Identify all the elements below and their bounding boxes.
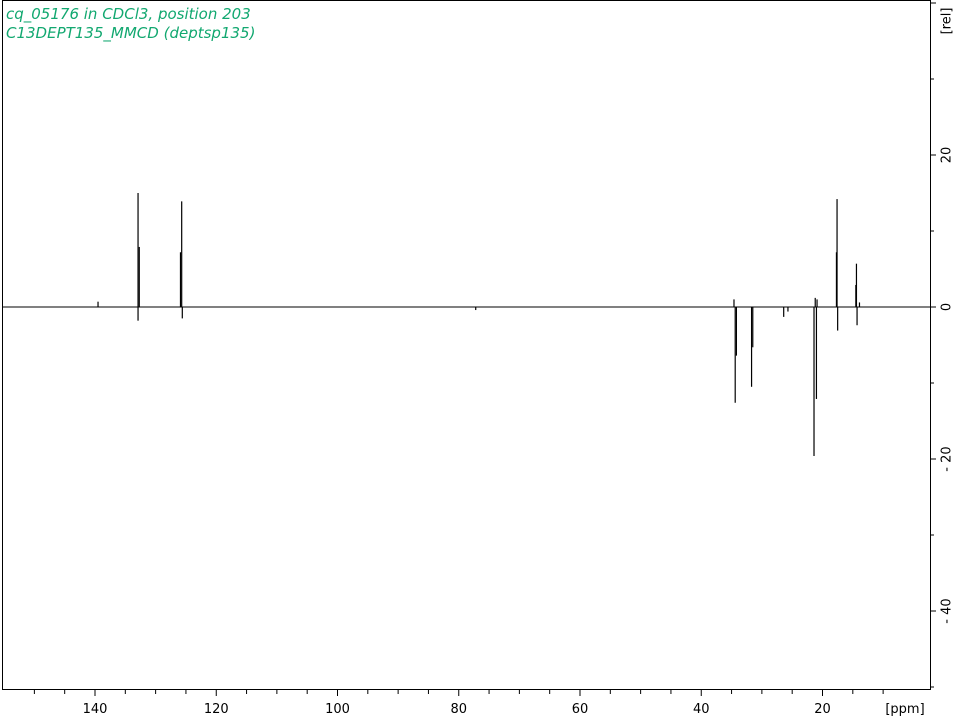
y-tick-label: - 40 — [940, 598, 955, 623]
x-tick-label: 60 — [572, 702, 589, 717]
y-tick-label: 0 — [940, 303, 955, 311]
y-axis: 20 0 - 20 - 40 [rel] — [930, 2, 955, 688]
x-axis: 140 120 100 80 60 40 20 [ppm] — [33, 690, 925, 717]
plot-frame — [2, 0, 931, 690]
x-tick-label: 140 — [83, 702, 108, 717]
y-axis-label: [rel] — [940, 8, 955, 35]
spectrum-trace — [3, 193, 930, 456]
spectrum-title: cq_05176 in CDCl3, position 203 — [6, 5, 251, 23]
y-tick-label: - 20 — [940, 446, 955, 471]
x-tick-label: 40 — [693, 702, 710, 717]
x-tick-label: 80 — [450, 702, 467, 717]
x-tick-label: 100 — [325, 702, 350, 717]
y-tick-label: 20 — [940, 147, 955, 164]
x-tick-label: 20 — [814, 702, 831, 717]
x-axis-label: [ppm] — [885, 702, 924, 717]
x-tick-label: 120 — [204, 702, 229, 717]
experiment-subtitle: C13DEPT135_MMCD (deptsp135) — [6, 24, 256, 42]
